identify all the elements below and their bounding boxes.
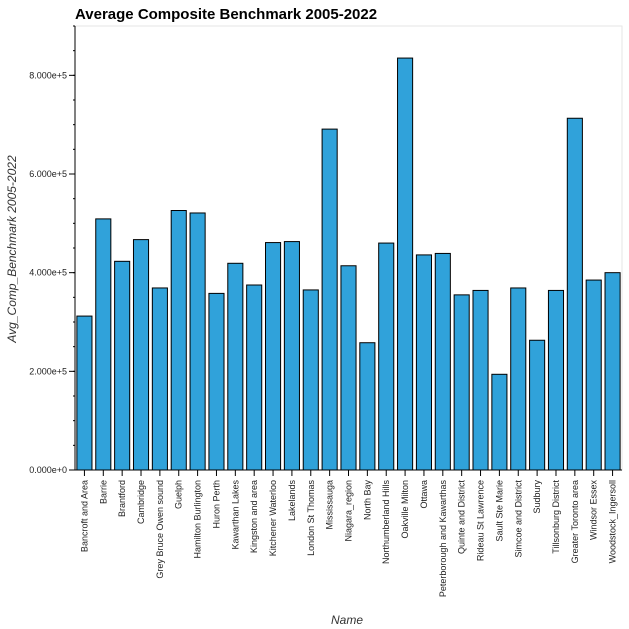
- x-tick-label: Oakville Milton: [400, 480, 410, 539]
- x-tick-label: Guelph: [174, 480, 184, 509]
- x-tick-label: Kawarthan Lakes: [230, 480, 240, 550]
- x-tick-label: Tillsonburg District: [551, 480, 561, 554]
- x-tick-label: Niagara_region: [344, 480, 354, 542]
- x-tick-label: Hamilton Burlington: [193, 480, 203, 559]
- x-tick-label: Kingston and area: [249, 480, 259, 553]
- x-tick-label: Windsor Essex: [589, 480, 599, 541]
- chart-title: Average Composite Benchmark 2005-2022: [75, 6, 377, 23]
- x-tick-label: Northumberland Hills: [381, 480, 391, 565]
- bar[interactable]: [529, 339, 546, 471]
- x-tick-label: Woodstock_Ingersoll: [608, 480, 618, 563]
- bar[interactable]: [453, 294, 470, 471]
- y-tick-label: 4.000e+5: [29, 268, 67, 278]
- x-tick-label: Huron Perth: [211, 480, 221, 529]
- bar[interactable]: [95, 218, 112, 471]
- bar[interactable]: [283, 241, 300, 471]
- x-tick-label: Barrie: [98, 480, 108, 504]
- y-axis-label: Avg_Comp_Benchmark 2005-2022: [5, 155, 19, 344]
- x-axis-label: Name: [331, 613, 363, 627]
- y-tick-label: 0.000e+0: [29, 465, 67, 475]
- bar[interactable]: [321, 128, 338, 471]
- bar[interactable]: [434, 252, 451, 471]
- x-axis: Bancroft and Area Barrie Brantford Cambridg…: [75, 469, 622, 598]
- bar[interactable]: [132, 239, 150, 471]
- bar[interactable]: [151, 287, 168, 471]
- x-tick-label: Bancroft and Area: [79, 480, 89, 552]
- bar[interactable]: [397, 57, 414, 471]
- bar[interactable]: [170, 210, 187, 471]
- x-tick-label: Greater Toronto area: [570, 480, 580, 563]
- x-tick-label: Ottawa: [419, 480, 429, 509]
- x-tick-label: Sudbury: [532, 480, 542, 514]
- bars-group: [76, 57, 621, 471]
- x-tick-label: London St Thomas: [306, 480, 316, 556]
- bar[interactable]: [566, 117, 583, 471]
- bar[interactable]: [114, 260, 131, 471]
- bar[interactable]: [510, 287, 527, 471]
- x-tick-label: Kitchener Waterloo: [268, 480, 278, 556]
- bar[interactable]: [340, 265, 357, 471]
- bar[interactable]: [302, 289, 319, 471]
- bar[interactable]: [604, 272, 621, 471]
- y-tick-label: 8.000e+5: [29, 70, 67, 80]
- bar[interactable]: [265, 242, 282, 471]
- x-tick-label: Peterborough and Kawarthas: [438, 480, 448, 598]
- x-tick-label: Mississauga: [325, 480, 335, 530]
- x-tick-label: North Bay: [362, 480, 372, 521]
- x-tick-label: Rideau St Lawrence: [476, 480, 486, 561]
- x-tick-label: Sault Ste Marie: [494, 480, 504, 542]
- bar[interactable]: [472, 289, 489, 471]
- bar[interactable]: [227, 262, 244, 471]
- x-tick-label: Lakelands: [287, 480, 297, 522]
- x-tick-label: Cambridge: [136, 480, 146, 524]
- bar[interactable]: [76, 315, 93, 471]
- bar[interactable]: [189, 212, 206, 471]
- bar[interactable]: [246, 284, 263, 471]
- bar[interactable]: [415, 254, 432, 471]
- bar[interactable]: [585, 279, 602, 471]
- bar[interactable]: [547, 289, 565, 471]
- bar[interactable]: [378, 242, 395, 471]
- x-tick-label: Simcoe and District: [513, 480, 523, 558]
- bar[interactable]: [491, 373, 508, 471]
- x-tick-label: Grey Bruce Owen sound: [155, 480, 165, 579]
- bar[interactable]: [359, 342, 376, 471]
- x-tick-label: Brantford: [117, 480, 127, 517]
- y-axis: 0.000e+0 2.000e+5 4.000e+5 6.000e+5 8.000e+5: [29, 25, 76, 475]
- bar[interactable]: [208, 292, 225, 471]
- y-tick-label: 6.000e+5: [29, 169, 67, 179]
- y-tick-label: 2.000e+5: [29, 366, 67, 376]
- x-tick-label: Quinte and District: [457, 480, 467, 555]
